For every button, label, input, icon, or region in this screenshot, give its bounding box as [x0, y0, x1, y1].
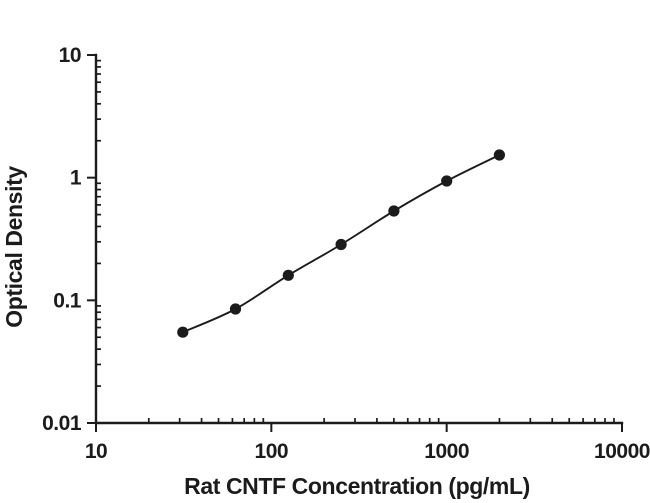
- y-tick-label-10: 10: [59, 44, 81, 67]
- data-point-1: [229, 303, 242, 315]
- x-tick-label-100: 100: [255, 440, 289, 463]
- data-point-2: [282, 269, 294, 281]
- x-tick-label-10000: 10000: [594, 440, 650, 463]
- axis-spine: [94, 53, 624, 425]
- data-point-5: [441, 175, 453, 187]
- major-ticks: [87, 54, 623, 432]
- data-point-6: [493, 149, 505, 161]
- x-axis-title: Rat CNTF Concentration (pg/mL): [184, 473, 530, 499]
- tick-labels: 10 100 1000 10000 10 1 0.1 0.01: [42, 44, 650, 463]
- y-tick-label-0.1: 0.1: [53, 289, 82, 312]
- y-tick-label-0.01: 0.01: [42, 412, 82, 435]
- data-point-4: [388, 205, 400, 217]
- data-point-0: [177, 326, 189, 338]
- x-tick-label-1000: 1000: [424, 440, 469, 463]
- y-tick-label-1: 1: [70, 167, 82, 190]
- data-point-3: [335, 238, 347, 251]
- data-series: [177, 149, 505, 338]
- axes: [94, 53, 624, 425]
- minor-ticks: [96, 59, 615, 423]
- y-axis-title: Optical Density: [1, 166, 27, 328]
- x-tick-label-10: 10: [85, 440, 107, 463]
